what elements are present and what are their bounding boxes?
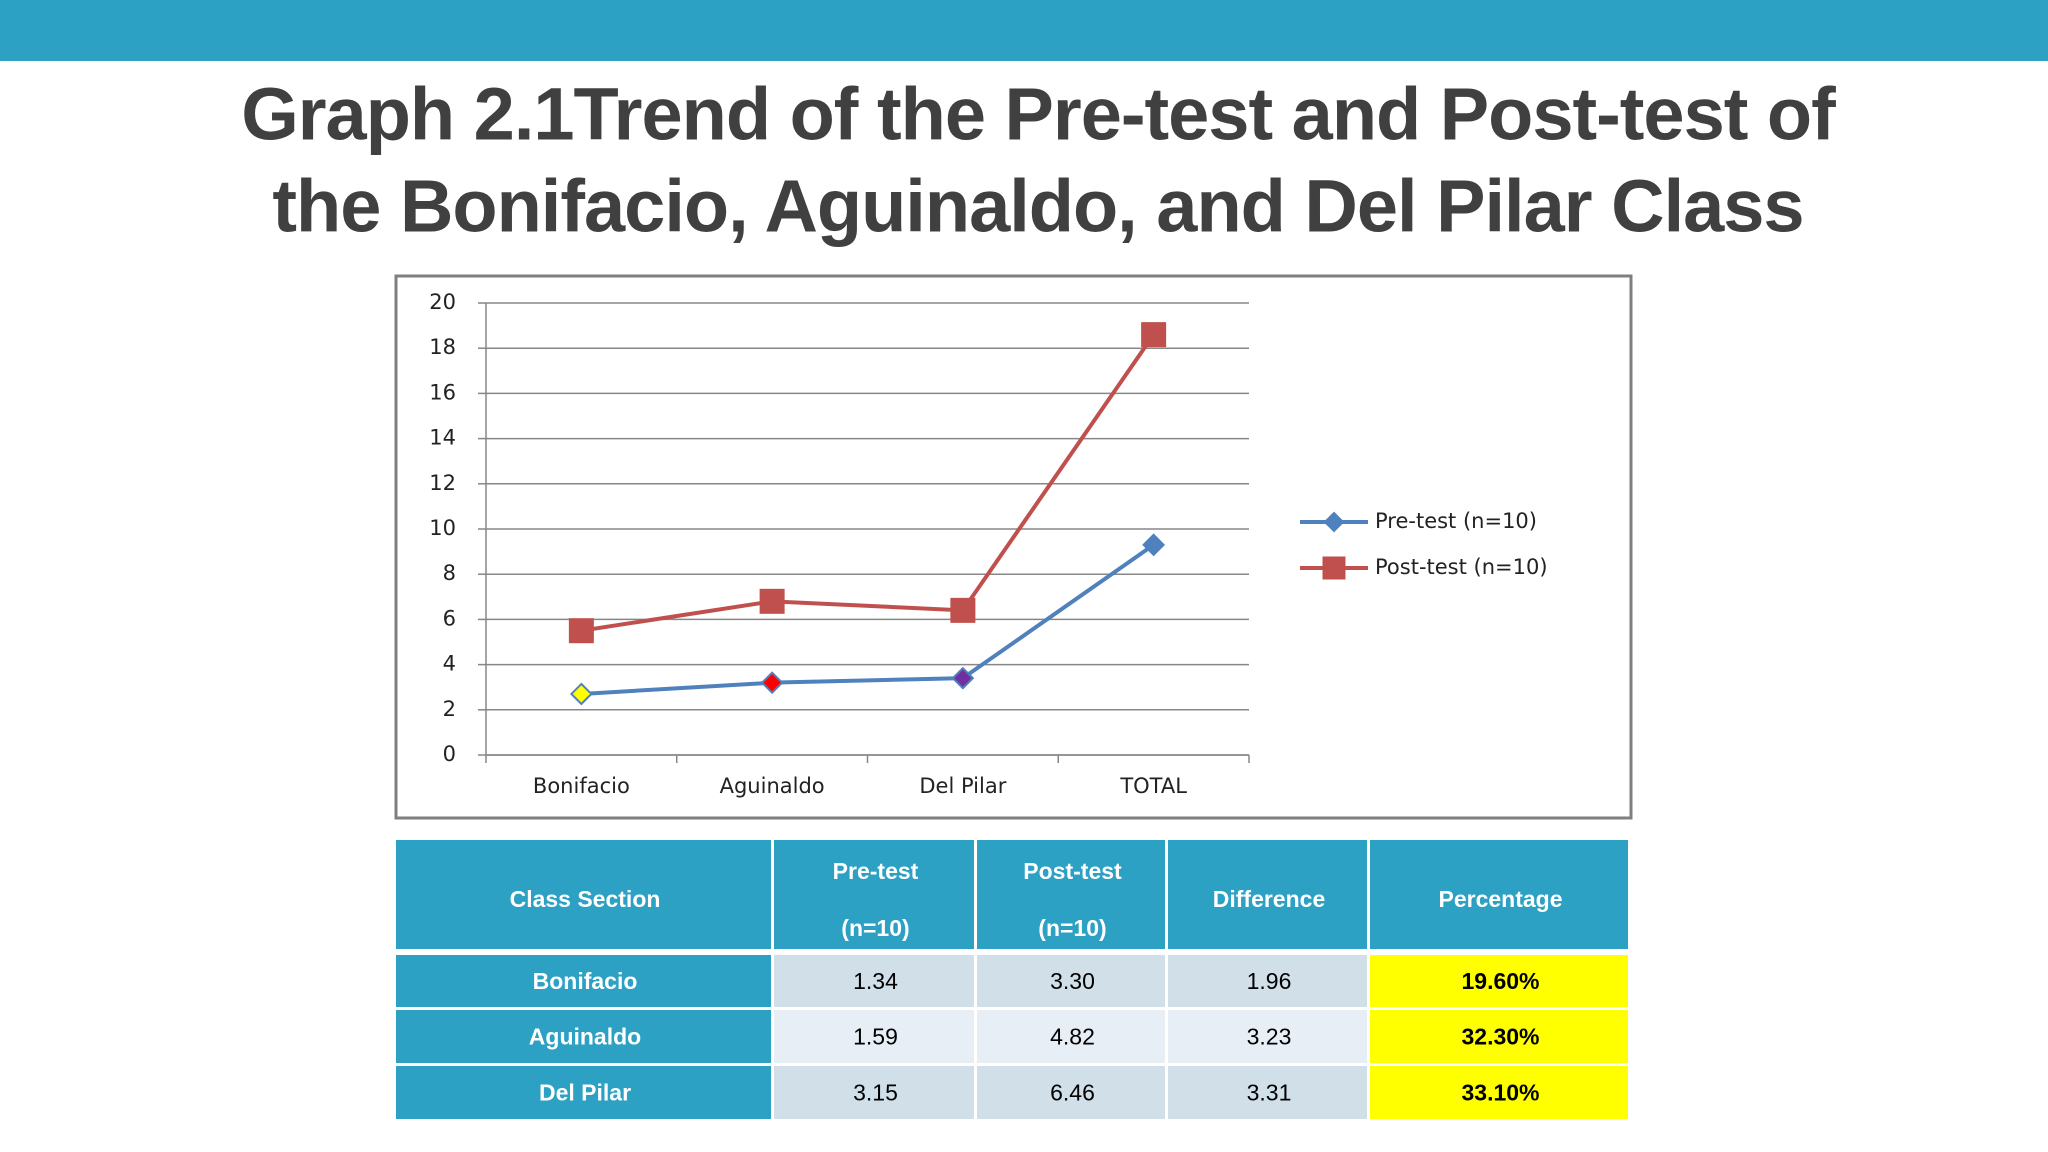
header-text: Post-test — [1023, 858, 1122, 884]
point — [950, 597, 976, 623]
slide-title: the Bonifacio, Aguinaldo, and Del Pilar … — [272, 165, 1803, 248]
cell-text: 1.96 — [1247, 968, 1292, 994]
y-tick-label: 18 — [429, 335, 456, 359]
point — [568, 618, 594, 644]
header-text: Percentage — [1438, 886, 1562, 912]
table-cell — [1370, 955, 1628, 1007]
table-cell — [396, 1010, 771, 1063]
slide-title: Graph 2.1Trend of the Pre-test and Post-… — [241, 73, 1836, 156]
chart-frame — [394, 274, 1633, 820]
cell-text: 19.60% — [1461, 968, 1539, 994]
top-bar — [0, 0, 2048, 61]
table-cell — [1168, 1010, 1367, 1063]
point — [569, 682, 593, 706]
point — [951, 666, 975, 690]
cell-text: Bonifacio — [533, 968, 638, 994]
header-cell — [396, 840, 771, 949]
header-text: (n=10) — [841, 915, 909, 941]
table-cell — [977, 1010, 1165, 1063]
cell-text: 1.59 — [853, 1024, 898, 1050]
header-cell — [1370, 840, 1628, 949]
x-tick-label: Bonifacio — [533, 774, 630, 798]
point — [1142, 533, 1166, 557]
y-tick-label: 16 — [429, 380, 456, 404]
point — [1141, 322, 1167, 348]
header-text: Pre-test — [833, 858, 919, 884]
header-cell — [1168, 840, 1367, 949]
table-cell — [977, 1066, 1165, 1119]
legend-marker — [1323, 511, 1345, 533]
y-tick-label: 14 — [429, 426, 456, 450]
y-tick-label: 12 — [429, 471, 456, 495]
cell-text: 3.31 — [1247, 1080, 1292, 1106]
y-tick-label: 4 — [443, 652, 456, 676]
table-cell — [1370, 1066, 1628, 1119]
header-cell — [977, 840, 1165, 949]
y-tick-label: 10 — [429, 516, 456, 540]
table-cell — [396, 1066, 771, 1119]
cell-text: 3.30 — [1050, 968, 1095, 994]
y-tick-label: 8 — [443, 561, 456, 585]
header-text: Class Section — [510, 886, 661, 912]
table-cell — [774, 955, 974, 1007]
series-line — [581, 543, 1155, 696]
legend-marker — [1322, 556, 1346, 580]
cell-text: 4.82 — [1050, 1024, 1095, 1050]
y-tick-label: 0 — [443, 742, 456, 766]
table-cell — [774, 1010, 974, 1063]
table-cell — [1168, 1066, 1367, 1119]
table-cell — [977, 955, 1165, 1007]
series-line — [581, 333, 1156, 633]
table-cell — [774, 1066, 974, 1119]
cell-text: 3.23 — [1247, 1024, 1292, 1050]
y-tick-label: 20 — [429, 290, 456, 314]
x-tick-label: Del Pilar — [919, 774, 1006, 798]
table-cell — [1168, 955, 1367, 1007]
x-tick-label: TOTAL — [1119, 774, 1187, 798]
point — [760, 671, 784, 695]
header-text: Difference — [1213, 886, 1325, 912]
point — [759, 588, 785, 614]
cell-text: Aguinaldo — [529, 1024, 641, 1050]
y-tick-label: 2 — [443, 697, 456, 721]
table-cell — [396, 955, 771, 1007]
legend-label: Post-test (n=10) — [1375, 555, 1548, 579]
cell-text: 1.34 — [853, 968, 898, 994]
cell-text: 3.15 — [853, 1080, 898, 1106]
y-tick-label: 6 — [443, 606, 456, 630]
legend-label: Pre-test (n=10) — [1375, 509, 1537, 533]
x-tick-label: Aguinaldo — [720, 774, 825, 798]
table-cell — [1370, 1010, 1628, 1063]
header-cell — [774, 840, 974, 949]
cell-text: 6.46 — [1050, 1080, 1095, 1106]
header-text: (n=10) — [1038, 915, 1106, 941]
cell-text: 33.10% — [1461, 1080, 1539, 1106]
cell-text: Del Pilar — [539, 1080, 631, 1106]
cell-text: 32.30% — [1461, 1024, 1539, 1050]
